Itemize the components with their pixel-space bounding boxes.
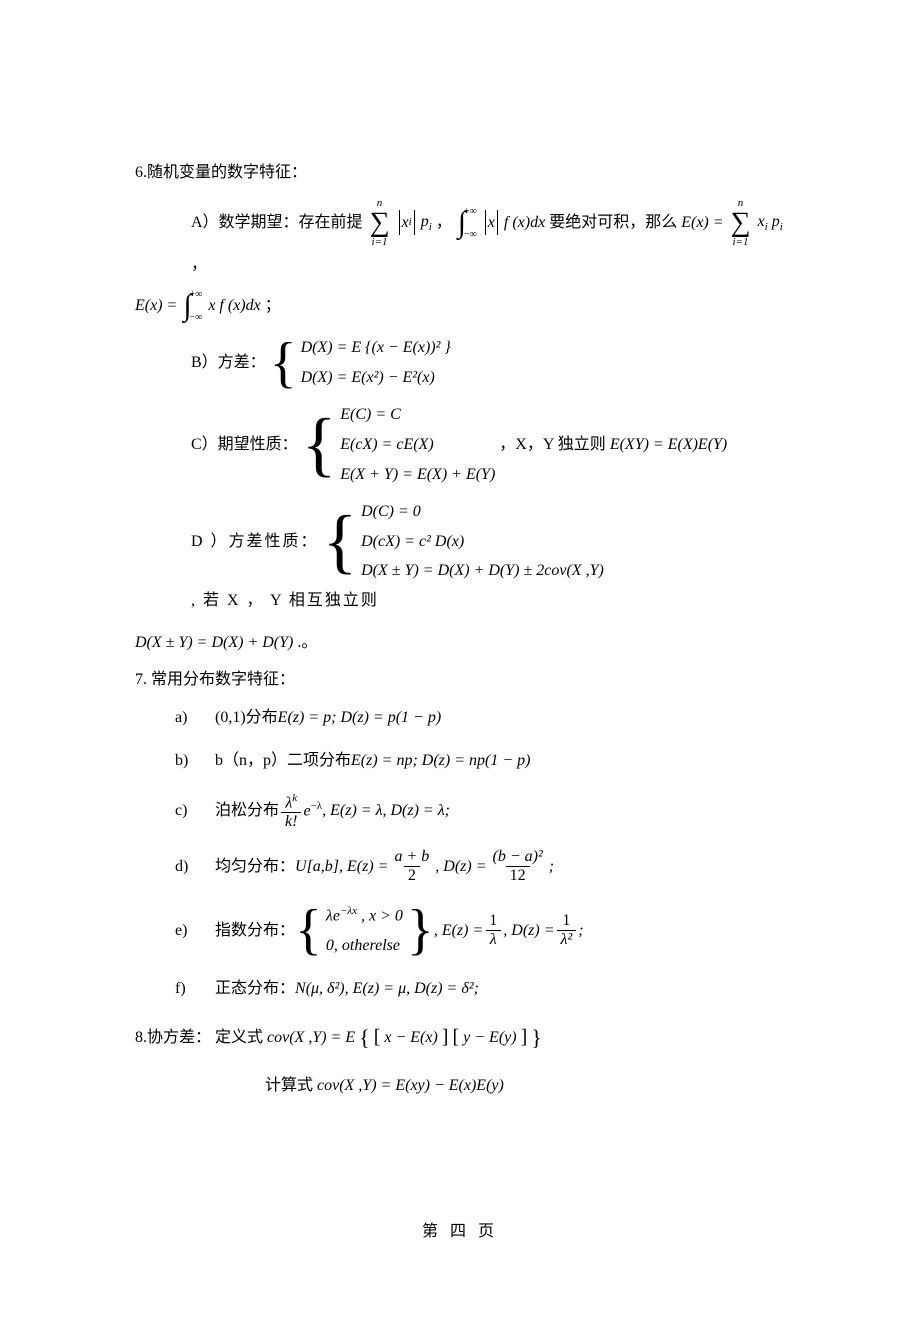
frac-exp-1: 1 λ <box>485 912 501 948</box>
label-7c: c) <box>175 798 215 824</box>
sum-symbol: n ∑ i=1 <box>370 198 390 248</box>
label-7a: a) <box>175 705 215 731</box>
label-7e: e) <box>175 918 215 944</box>
item-7f: f) 正态分布： N(μ, δ²), E(z) = μ, D(z) = δ²; <box>175 976 785 1002</box>
frac-exp-2: 1 λ² <box>557 912 577 948</box>
brace-exp: { λe−λx , x > 0 0, otherelse } <box>295 903 434 959</box>
label-6A: A）数学期望：存在前提 <box>191 210 363 236</box>
item-6A-line2: E(x) = ∫ +∞−∞ x f (x)dx ； <box>135 289 785 323</box>
item-6D: D ）方差性质： { D(C) = 0 D(cX) = c² D(x) D(X … <box>191 499 785 613</box>
item-6B: B）方差： { D(X) = E {(x − E(x))² } D(X) = E… <box>191 335 785 390</box>
section-6-title: 6.随机变量的数字特征： <box>135 160 785 186</box>
item-7d: d) 均匀分布： U[a,b], E(z) = a + b 2 , D(z) =… <box>175 848 785 884</box>
brace-6B: { D(X) = E {(x − E(x))² } D(X) = E(x²) −… <box>270 335 451 390</box>
frac-poisson: λk k! <box>281 792 301 831</box>
section-8-def: 8.协方差： 定义式 cov(X ,Y) = E { [x − E(x)] [y… <box>135 1020 785 1055</box>
item-7e: e) 指数分布： { λe−λx , x > 0 0, otherelse } … <box>175 903 785 959</box>
label-7b: b) <box>175 748 215 774</box>
abs-xi: xi <box>397 210 417 236</box>
item-6A: A）数学期望：存在前提 n ∑ i=1 xi pi ， ∫ +∞−∞ x f (… <box>191 198 785 278</box>
item-6C: C）期望性质： { E(C) = C E(cX) = cE(X) E(X + Y… <box>191 402 785 487</box>
label-8: 8.协方差： 定义式 <box>135 1025 263 1051</box>
label-7f: f) <box>175 976 215 1002</box>
label-6C: C）期望性质： <box>191 432 298 458</box>
section-8-calc: 计算式 cov(X ,Y) = E(xy) − E(x)E(y) <box>265 1073 785 1099</box>
label-6B: B）方差： <box>191 350 266 376</box>
label-7d: d) <box>175 854 215 880</box>
label-6D: D ）方差性质： <box>191 529 319 555</box>
frac-uniform-2: (b − a)² 12 <box>489 848 547 884</box>
item-7c: c) 泊松分布 λk k! e−λ , E(z) = λ, D(z) = λ; <box>175 792 785 831</box>
item-6D-end: D(X ± Y) = D(X) + D(Y) .。 <box>135 630 785 656</box>
integral-symbol-2: ∫ +∞−∞ <box>183 289 202 323</box>
abs-x: x <box>483 210 500 236</box>
section-7-title: 7. 常用分布数字特征： <box>135 667 785 693</box>
item-7b: b) b（n，p）二项分布 E(z) = np; D(z) = np(1 − p… <box>175 748 785 774</box>
integral-symbol: ∫ +∞−∞ <box>458 206 477 240</box>
label-8-calc: 计算式 <box>265 1073 313 1099</box>
brace-6D: { D(C) = 0 D(cX) = c² D(x) D(X ± Y) = D(… <box>323 499 604 584</box>
sum-symbol-2: n ∑ i=1 <box>731 198 751 248</box>
brace-6C: { E(C) = C E(cX) = cE(X) E(X + Y) = E(X)… <box>302 402 496 487</box>
frac-uniform-1: a + b 2 <box>390 848 433 884</box>
item-7a: a) (0,1)分布 E(z) = p; D(z) = p(1 − p) <box>175 705 785 731</box>
page-footer: 第 四 页 <box>135 1219 785 1245</box>
